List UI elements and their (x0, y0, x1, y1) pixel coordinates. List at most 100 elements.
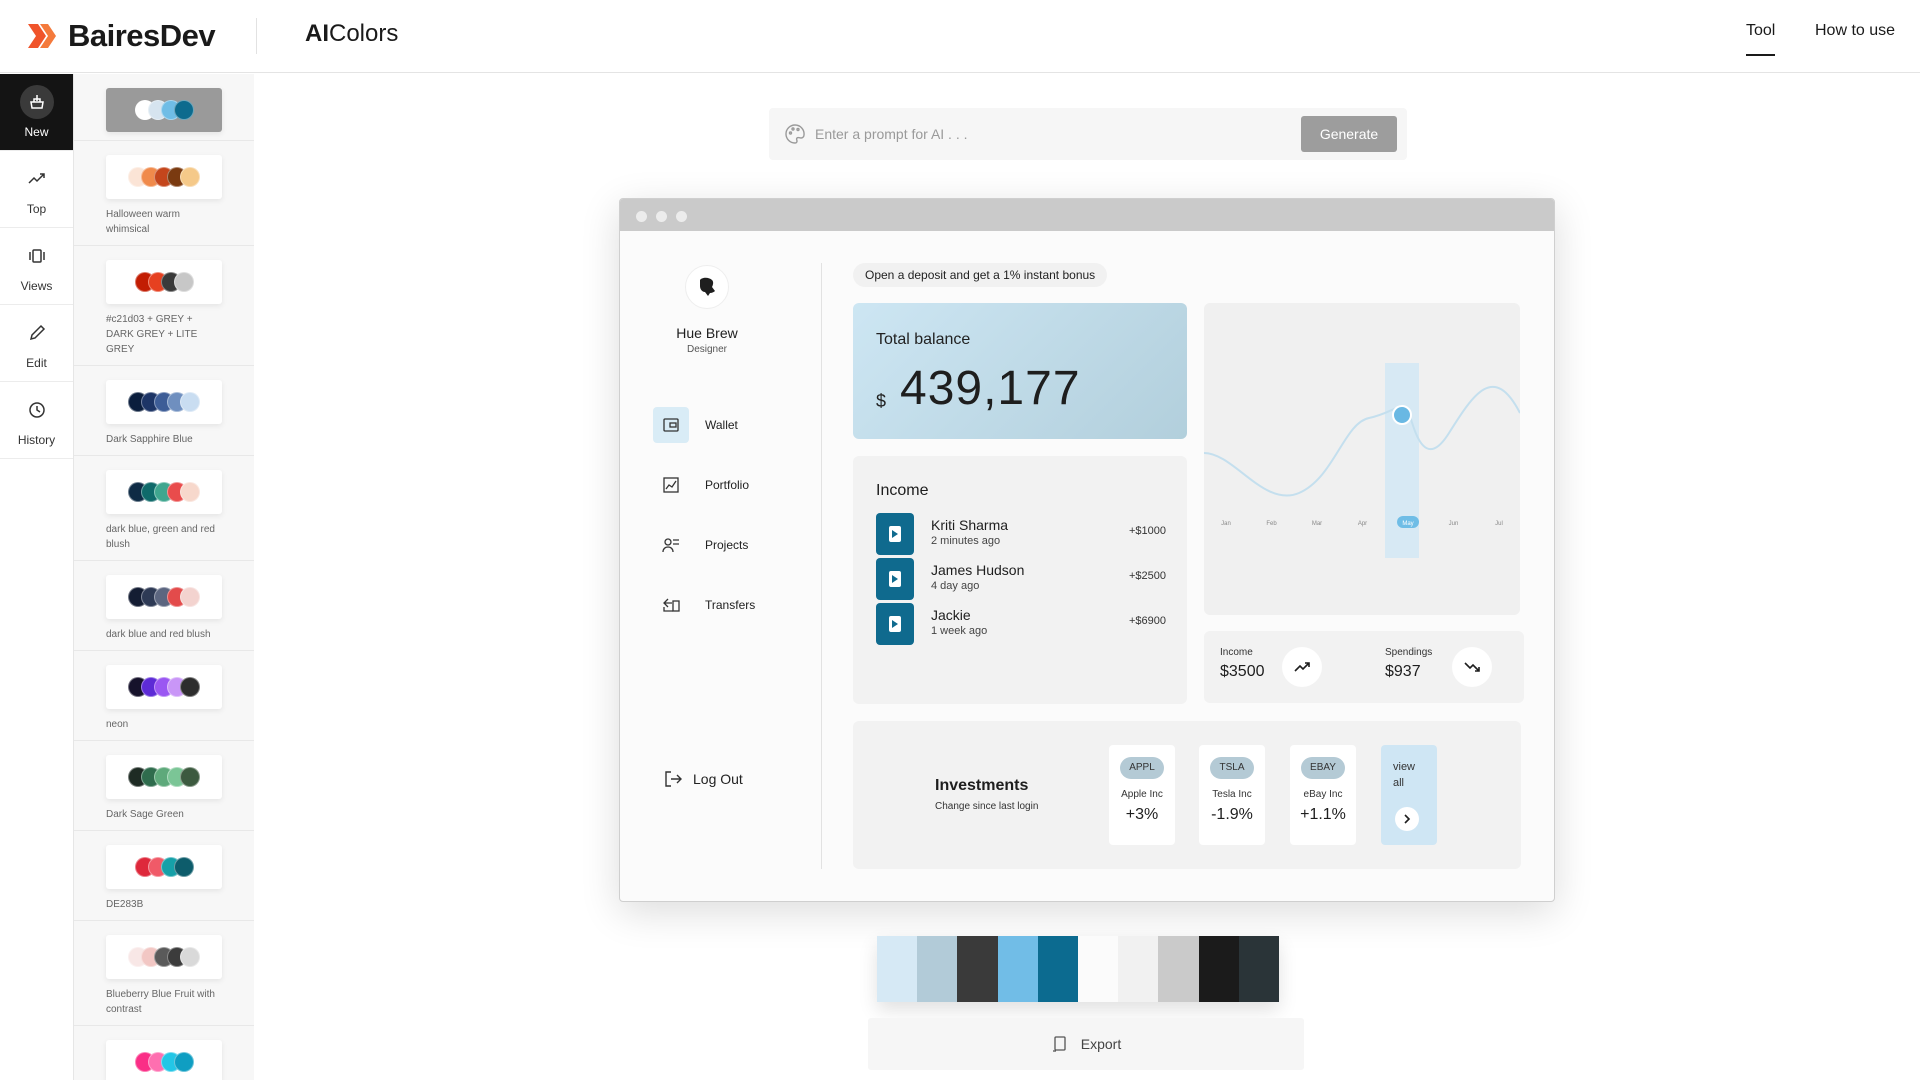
palette-card[interactable]: #c21d03 + GREY + DARK GREY + LITE GREY (74, 246, 254, 366)
list-item[interactable]: Jackie 1 week ago +$6900 (876, 603, 1166, 645)
palette-swatch[interactable] (106, 755, 222, 799)
document-icon (876, 513, 914, 555)
palette-dots (134, 1052, 194, 1072)
nav-tab-how-to-use[interactable]: How to use (1815, 22, 1896, 39)
stock-card-ebay[interactable]: EBAY eBay Inc +1.1% (1290, 745, 1356, 845)
palette-card[interactable]: Dark Sage Green (74, 741, 254, 831)
balance-currency: $ (876, 391, 887, 411)
color-strip (877, 936, 1280, 1002)
palette-dots (128, 767, 200, 787)
generate-button[interactable]: Generate (1301, 116, 1397, 152)
color-swatch[interactable] (1037, 936, 1079, 1002)
stock-ticker: TSLA (1210, 757, 1254, 779)
income-stat-value: $3500 (1220, 663, 1265, 680)
color-swatch[interactable] (1238, 936, 1280, 1002)
logout-button[interactable]: Log Out (663, 769, 743, 789)
header-divider (256, 18, 257, 54)
stock-name: Apple Inc (1121, 789, 1163, 800)
palette-swatch[interactable] (106, 1040, 222, 1080)
palette-label: Halloween warm whimsical (106, 209, 180, 235)
preview-sidebar-divider (821, 263, 822, 869)
preview-nav-projects[interactable]: Projects (653, 527, 748, 563)
palette-dots (128, 947, 200, 967)
palette-card[interactable]: Blueberry Blue Fruit with contrast (74, 921, 254, 1026)
export-button[interactable]: Export (868, 1018, 1304, 1070)
color-swatch[interactable] (1118, 936, 1159, 1002)
trending-up-icon[interactable] (1282, 647, 1322, 687)
nav-label: Portfolio (705, 478, 750, 492)
palette-swatch[interactable] (106, 935, 222, 979)
color-dot (180, 947, 200, 967)
list-item[interactable]: Kriti Sharma 2 minutes ago +$1000 (876, 513, 1166, 555)
preview-nav-portfolio[interactable]: Portfolio (653, 467, 749, 503)
nav-tab-tool[interactable]: Tool (1746, 22, 1776, 56)
wallet-icon (653, 407, 689, 443)
rail-item-edit[interactable]: Edit (0, 305, 73, 382)
tx-name: James Hudson (931, 562, 1025, 578)
export-icon (1052, 1036, 1066, 1052)
rail-item-history[interactable]: History (0, 382, 73, 459)
rail-label: History (17, 433, 56, 447)
stock-ticker: EBAY (1301, 757, 1345, 779)
palette-swatch[interactable] (106, 575, 222, 619)
palette-label: #c21d03 + GREY + DARK GREY + LITE GREY (106, 314, 198, 355)
color-dot (180, 587, 200, 607)
selected-month-pill (1397, 516, 1419, 528)
stock-card-tsla[interactable]: TSLA Tesla Inc -1.9% (1199, 745, 1265, 845)
color-swatch[interactable] (997, 936, 1038, 1002)
user-avatar-icon (700, 277, 715, 296)
palette-swatch[interactable] (106, 260, 222, 304)
palette-swatch[interactable] (106, 665, 222, 709)
stock-name: eBay Inc (1303, 789, 1343, 800)
palette-swatch[interactable] (106, 845, 222, 889)
palette-swatch[interactable] (106, 380, 222, 424)
palette-card[interactable]: DE283B (74, 831, 254, 921)
color-swatch[interactable] (1078, 936, 1119, 1002)
nav-label: Projects (705, 538, 749, 552)
profile-role: Designer (686, 344, 728, 355)
color-swatch[interactable] (877, 936, 918, 1002)
stats-card: Income $3500 Spendings $937 (1204, 631, 1524, 703)
income-stat-label: Income (1220, 647, 1253, 658)
income-card: Income Kriti Sharma 2 minutes ago +$1000… (853, 456, 1187, 704)
color-dot (173, 1052, 194, 1072)
brand[interactable]: BairesDev (26, 18, 216, 54)
list-item[interactable]: James Hudson 4 day ago +$2500 (876, 558, 1166, 600)
promo-banner[interactable]: Open a deposit and get a 1% instant bonu… (853, 263, 1108, 287)
palette-swatch[interactable] (106, 470, 222, 514)
stock-change: +1.1% (1300, 806, 1346, 823)
palette-label: dark blue, green and red blush (106, 524, 215, 550)
document-icon (876, 603, 914, 645)
palette-card[interactable]: Dark Sapphire Blue (74, 366, 254, 456)
rail-item-top[interactable]: Top (0, 151, 73, 228)
palette-card[interactable] (74, 74, 254, 141)
prompt-input[interactable] (815, 120, 1285, 148)
tx-time: 2 minutes ago (931, 535, 1001, 547)
preview-nav-transfers[interactable]: Transfers (653, 587, 755, 623)
palette-card[interactable]: Dance network (74, 1026, 254, 1080)
palette-card[interactable]: dark blue, green and red blush (74, 456, 254, 561)
nav-label: Transfers (705, 598, 756, 612)
palette-dots (128, 167, 200, 187)
stock-card-appl[interactable]: APPL Apple Inc +3% (1109, 745, 1175, 845)
color-swatch[interactable] (957, 936, 998, 1002)
preview-nav-wallet[interactable]: Wallet (653, 407, 738, 443)
tx-time: 4 day ago (931, 580, 980, 592)
color-swatch[interactable] (1198, 936, 1239, 1002)
window-dot (676, 211, 687, 222)
rail-item-views[interactable]: Views (0, 228, 73, 305)
palette-swatch[interactable] (106, 155, 222, 199)
palette-card[interactable]: dark blue and red blush (74, 561, 254, 651)
rail-item-new[interactable]: New (0, 74, 73, 151)
palette-card[interactable]: neon (74, 651, 254, 741)
color-swatch[interactable] (917, 936, 958, 1002)
color-swatch[interactable] (1158, 936, 1199, 1002)
top-header: BairesDev AIColors Tool How to use (0, 0, 1920, 73)
view-all-button[interactable]: view all (1381, 745, 1437, 845)
palette-card[interactable]: Halloween warm whimsical (74, 141, 254, 246)
tx-amount: +$2500 (1128, 570, 1166, 582)
palette-dots (128, 587, 200, 607)
palette-swatch[interactable] (106, 88, 222, 132)
document-icon (876, 558, 914, 600)
trending-down-icon[interactable] (1452, 647, 1492, 687)
